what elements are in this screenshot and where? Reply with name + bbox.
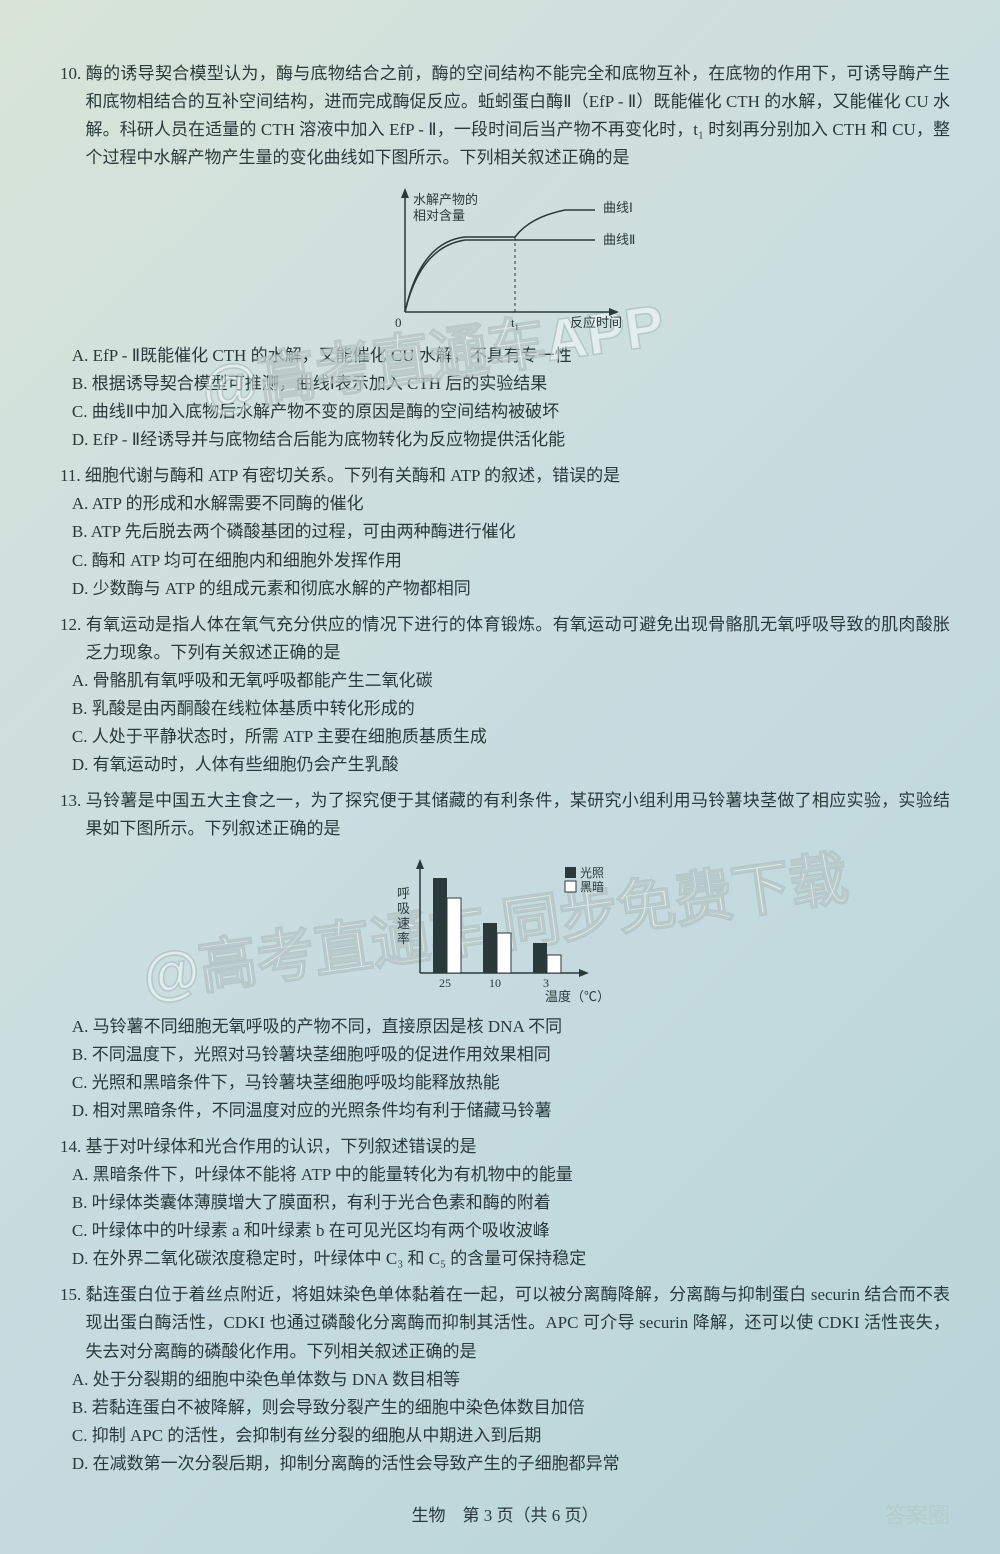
q10-stem: 10. 酶的诱导契合模型认为，酶与底物结合之前，酶的空间结构不能完全和底物互补，… [60, 60, 950, 172]
q13-opt-a: A. 马铃薯不同细胞无氧呼吸的产物不同，直接原因是核 DNA 不同 [60, 1013, 950, 1041]
q12-stem: 12. 有氧运动是指人体在氧气充分供应的情况下进行的体育锻炼。有氧运动可避免出现… [60, 611, 950, 667]
q11-opt-d: D. 少数酶与 ATP 的组成元素和彻底水解的产物都相同 [60, 575, 950, 603]
q12-opt-b: B. 乳酸是由丙酮酸在线粒体基质中转化形成的 [60, 695, 950, 723]
chart1-curve1: 曲线Ⅰ [603, 200, 633, 215]
q12-opt-a: A. 骨骼肌有氧呼吸和无氧呼吸都能产生二氧化碳 [60, 667, 950, 695]
q10-chart: 水解产物的 相对含量 反应时间 曲线Ⅰ 曲线Ⅱ t₁ 0 [60, 182, 950, 332]
q15-opt-b: B. 若黏连蛋白不被降解，则会导致分裂产生的细胞中染色体数目加倍 [60, 1394, 950, 1422]
chart2-ylabel: 呼 吸 速 率 [397, 886, 413, 946]
q15-opt-c: C. 抑制 APC 的活性，会抑制有丝分裂的细胞从中期进入到后期 [60, 1422, 950, 1450]
q11-stem: 11. 细胞代谢与酶和 ATP 有密切关系。下列有关酶和 ATP 的叙述，错误的… [60, 462, 950, 490]
q12-opt-d: D. 有氧运动时，人体有些细胞仍会产生乳酸 [60, 751, 950, 779]
q10-opt-b: B. 根据诱导契合模型可推测，曲线Ⅰ表示加入 CTH 后的实验结果 [60, 370, 950, 398]
chart1-t1: t₁ [511, 315, 519, 330]
question-10: 10. 酶的诱导契合模型认为，酶与底物结合之前，酶的空间结构不能完全和底物互补，… [60, 60, 950, 454]
q10-opt-d: D. EfP - Ⅱ经诱导并与底物结合后能为底物转化为反应物提供活化能 [60, 426, 950, 454]
page-footer: 生物 第 3 页（共 6 页） [60, 1502, 950, 1530]
chart1-ylabel2: 相对含量 [413, 208, 465, 223]
q11-opt-a: A. ATP 的形成和水解需要不同酶的催化 [60, 490, 950, 518]
q15-opt-a: A. 处于分裂期的细胞中染色单体数与 DNA 数目相等 [60, 1366, 950, 1394]
chart1-origin: 0 [395, 315, 402, 330]
q14-stem: 14. 基于对叶绿体和光合作用的认识，下列叙述错误的是 [60, 1133, 950, 1161]
q14-opt-b: B. 叶绿体类囊体薄膜增大了膜面积，有利于光合色素和酶的附着 [60, 1189, 950, 1217]
question-13: 13. 马铃薯是中国五大主食之一，为了探究便于其储藏的有利条件，某研究小组利用马… [60, 787, 950, 1125]
q13-opt-b: B. 不同温度下，光照对马铃薯块茎细胞呼吸的促进作用效果相同 [60, 1041, 950, 1069]
q15-stem: 15. 黏连蛋白位于着丝点附近，将姐妹染色单体黏着在一起，可以被分离酶降解，分离… [60, 1281, 950, 1365]
q12-opt-c: C. 人处于平静状态时，所需 ATP 主要在细胞质基质生成 [60, 723, 950, 751]
chart1-ylabel1: 水解产物的 [413, 192, 478, 207]
chart1-curve2: 曲线Ⅱ [603, 232, 635, 247]
q13-opt-d: D. 相对黑暗条件，不同温度对应的光照条件均有利于储藏马铃薯 [60, 1097, 950, 1125]
q14-opt-d: D. 在外界二氧化碳浓度稳定时，叶绿体中 C₃ 和 C₅ 的含量可保持稳定 [60, 1245, 950, 1273]
q14-opt-c: C. 叶绿体中的叶绿素 a 和叶绿素 b 在可见光区均有两个吸收波峰 [60, 1217, 950, 1245]
q14-opt-a: A. 黑暗条件下，叶绿体不能将 ATP 中的能量转化为有机物中的能量 [60, 1161, 950, 1189]
q10-opt-a: A. EfP - Ⅱ既能催化 CTH 的水解，又能催化 CU 水解，不具有专一性 [60, 342, 950, 370]
q11-opt-c: C. 酶和 ATP 均可在细胞内和细胞外发挥作用 [60, 547, 950, 575]
chart2-xlabel: 温度（℃） [545, 989, 610, 1003]
question-14: 14. 基于对叶绿体和光合作用的认识，下列叙述错误的是 A. 黑暗条件下，叶绿体… [60, 1133, 950, 1273]
q13-stem: 13. 马铃薯是中国五大主食之一，为了探究便于其储藏的有利条件，某研究小组利用马… [60, 787, 950, 843]
q10-opt-c: C. 曲线Ⅱ中加入底物后水解产物不变的原因是酶的空间结构被破坏 [60, 398, 950, 426]
svg-text:3: 3 [543, 976, 549, 990]
question-11: 11. 细胞代谢与酶和 ATP 有密切关系。下列有关酶和 ATP 的叙述，错误的… [60, 462, 950, 602]
svg-text:25: 25 [439, 976, 451, 990]
q13-chart: 呼 吸 速 率 25 10 3 温度（℃） 光照 黑暗 [60, 853, 950, 1003]
chart1-xlabel: 反应时间 [570, 315, 622, 330]
q15-opt-d: D. 在减数第一次分裂后期，抑制分离酶的活性会导致产生的子细胞都异常 [60, 1450, 950, 1478]
svg-text:光照: 光照 [580, 866, 604, 880]
question-12: 12. 有氧运动是指人体在氧气充分供应的情况下进行的体育锻炼。有氧运动可避免出现… [60, 611, 950, 779]
svg-text:黑暗: 黑暗 [580, 879, 604, 894]
q11-opt-b: B. ATP 先后脱去两个磷酸基团的过程，可由两种酶进行催化 [60, 518, 950, 546]
svg-text:10: 10 [489, 976, 501, 990]
footer-logo: 答案圈 [884, 1498, 950, 1534]
question-15: 15. 黏连蛋白位于着丝点附近，将姐妹染色单体黏着在一起，可以被分离酶降解，分离… [60, 1281, 950, 1477]
q13-opt-c: C. 光照和黑暗条件下，马铃薯块茎细胞呼吸均能释放热能 [60, 1069, 950, 1097]
